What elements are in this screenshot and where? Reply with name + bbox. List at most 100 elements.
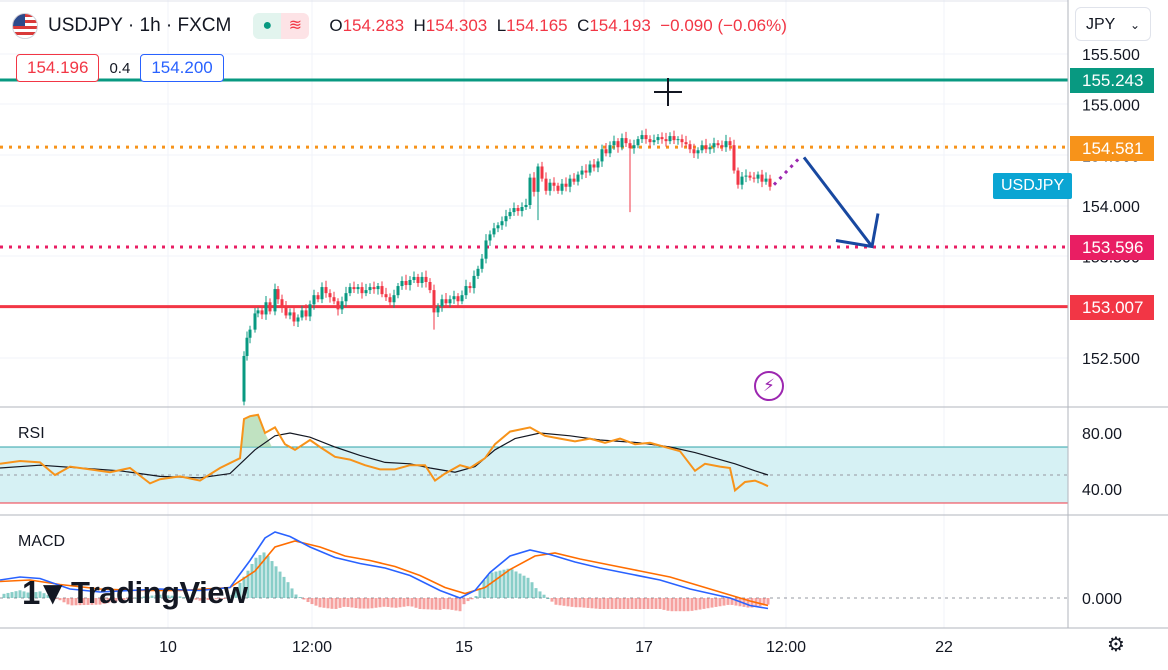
macd-histogram-bar: [398, 598, 402, 608]
macd-histogram-bar: [462, 598, 466, 605]
macd-histogram-bar: [306, 598, 310, 603]
macd-histogram-bar: [274, 566, 278, 598]
lightning-icon[interactable]: ⚡: [754, 371, 784, 401]
candle-body: [740, 176, 744, 185]
macd-histogram-bar: [46, 594, 50, 598]
macd-histogram-bar: [666, 598, 670, 611]
candle-body: [448, 299, 452, 304]
candle-body: [736, 170, 740, 185]
macd-histogram-bar: [242, 576, 246, 598]
macd-histogram-bar: [750, 598, 754, 608]
macd-histogram-bar: [662, 598, 666, 610]
candle-body: [724, 141, 728, 148]
candle-body: [544, 178, 548, 191]
bid-price-button[interactable]: 154.196: [16, 54, 100, 82]
circle-dot-icon[interactable]: ●: [253, 13, 282, 39]
macd-histogram-bar: [186, 598, 190, 599]
candle-body: [436, 306, 440, 313]
tradingview-logo-icon: 1▼: [22, 574, 69, 611]
candle-body: [292, 312, 296, 322]
candle-body: [316, 295, 320, 300]
candle-body: [628, 143, 632, 149]
candle-body: [432, 290, 436, 313]
macd-histogram-bar: [126, 598, 130, 600]
time-tick-label: 12:00: [292, 639, 332, 656]
macd-histogram-bar: [98, 598, 102, 605]
macd-histogram-bar: [686, 598, 690, 612]
macd-histogram-bar: [206, 598, 210, 600]
macd-histogram-bar: [458, 598, 462, 612]
candle-body: [572, 178, 576, 182]
candle-body: [716, 143, 720, 146]
candle-body: [664, 139, 668, 142]
macd-histogram-bar: [446, 598, 450, 610]
macd-histogram-bar: [122, 598, 126, 600]
macd-histogram-bar: [658, 598, 662, 609]
level-label-154581[interactable]: 154.581: [1070, 136, 1154, 161]
symbol-title[interactable]: USDJPY · 1h · FXCM: [48, 15, 232, 36]
macd-histogram-bar: [350, 598, 354, 608]
quote-widget: 154.196 0.4 154.200: [16, 54, 224, 82]
candle-body: [548, 182, 552, 191]
macd-histogram-bar: [470, 598, 474, 600]
macd-histogram-bar: [146, 596, 150, 598]
macd-histogram-bar: [546, 598, 550, 599]
candle-body: [460, 295, 464, 302]
macd-histogram-bar: [646, 598, 650, 609]
macd-histogram-bar: [10, 592, 14, 598]
candle-body: [720, 145, 724, 148]
level-label-153596[interactable]: 153.596: [1070, 235, 1154, 260]
macd-tick-label: 0.000: [1082, 591, 1122, 608]
macd-histogram-bar: [578, 598, 582, 608]
macd-histogram-bar: [586, 598, 590, 608]
macd-histogram-bar: [278, 571, 282, 598]
macd-histogram-bar: [682, 598, 686, 612]
candle-body: [584, 170, 588, 173]
ask-price-button[interactable]: 154.200: [140, 54, 224, 82]
macd-histogram-bar: [282, 576, 286, 598]
candle-body: [276, 289, 280, 300]
macd-histogram-bar: [638, 598, 642, 609]
candle-body: [404, 280, 408, 286]
candle-body: [588, 164, 592, 173]
macd-histogram-bar: [670, 598, 674, 612]
macd-histogram-bar: [222, 598, 226, 599]
approx-icon[interactable]: ≋: [281, 13, 310, 39]
macd-histogram-bar: [346, 598, 350, 607]
macd-histogram-bar: [614, 598, 618, 609]
macd-histogram-bar: [630, 598, 634, 609]
macd-histogram-bar: [654, 598, 658, 609]
candle-body: [304, 310, 308, 317]
macd-histogram-bar: [734, 598, 738, 606]
macd-histogram-bar: [338, 598, 342, 608]
candle-body: [656, 137, 660, 141]
candle-body: [424, 276, 428, 282]
candle-body: [444, 299, 448, 304]
candle-body: [632, 145, 636, 149]
settings-gear-icon[interactable]: ⚙: [1107, 634, 1125, 656]
macd-histogram-bar: [170, 595, 174, 598]
currency-select-value: JPY: [1086, 16, 1116, 33]
candle-body: [280, 299, 284, 308]
macd-histogram-bar: [310, 598, 314, 605]
candle-body: [560, 183, 564, 191]
header-pills[interactable]: ● ≋: [253, 13, 310, 39]
candle-body: [296, 317, 300, 322]
macd-histogram-bar: [290, 588, 294, 598]
macd-histogram-bar: [258, 555, 262, 598]
macd-histogram-bar: [298, 597, 302, 599]
candle-body: [360, 287, 364, 294]
macd-histogram-bar: [366, 598, 370, 609]
candle-body: [396, 286, 400, 296]
candle-body: [352, 287, 356, 290]
currency-select[interactable]: JPY ⌄: [1075, 7, 1151, 41]
level-label-153007[interactable]: 153.007: [1070, 295, 1154, 320]
candle-body: [452, 296, 456, 300]
candle-body: [388, 297, 392, 303]
candle-body: [704, 145, 708, 150]
macd-histogram-bar: [378, 598, 382, 608]
macd-histogram-bar: [70, 598, 74, 606]
level-label-155243[interactable]: 155.243: [1070, 68, 1154, 93]
candle-body: [600, 149, 604, 162]
